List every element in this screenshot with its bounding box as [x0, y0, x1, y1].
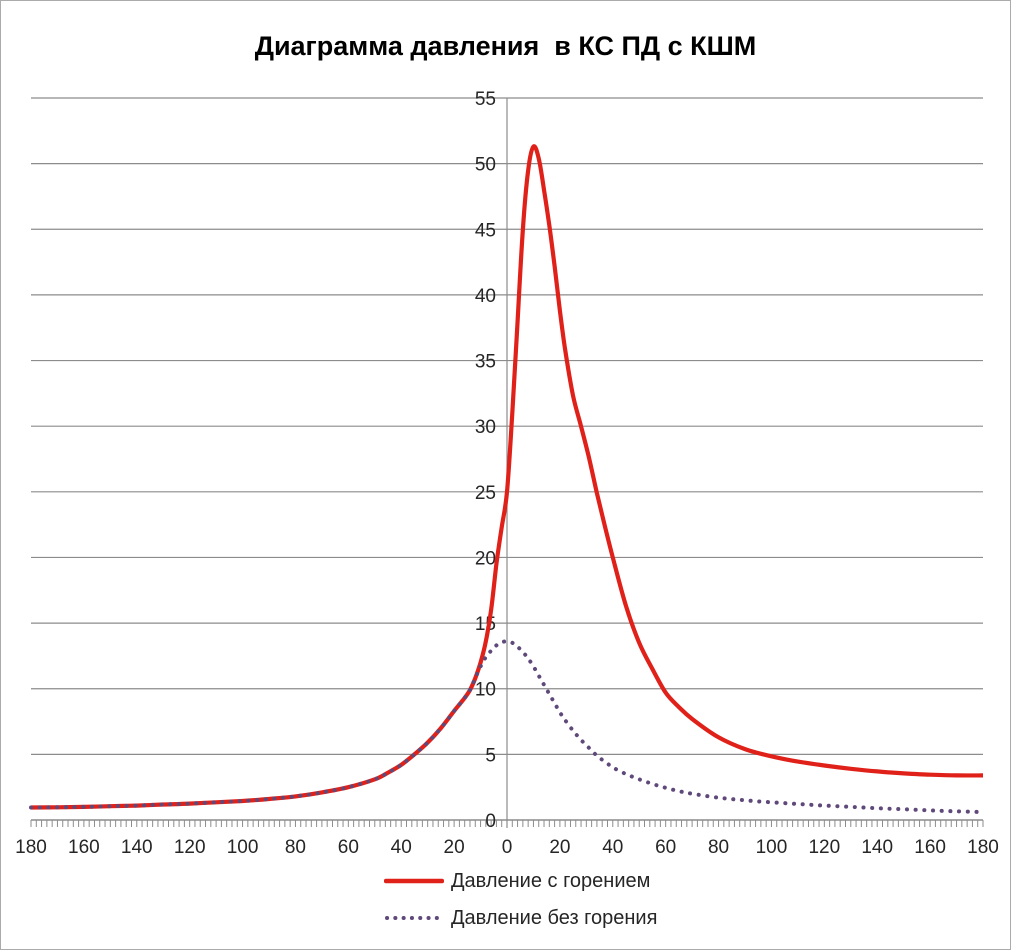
y-tick-label: 45 — [475, 220, 496, 241]
dotted-line-swatch-icon — [385, 916, 444, 920]
x-tick-label: 180 — [967, 837, 999, 858]
x-tick-label: 160 — [914, 837, 946, 858]
y-tick-label: 10 — [475, 680, 496, 701]
y-tick-label: 30 — [475, 417, 496, 438]
legend-item-pressure-with-combustion: Давление с горением — [384, 867, 657, 895]
solid-line-swatch-icon — [384, 878, 444, 884]
x-tick-label: 80 — [285, 837, 306, 858]
x-tick-label: 60 — [655, 837, 676, 858]
legend-label-with-combustion: Давление с горением — [451, 869, 651, 892]
x-tick-label: 140 — [121, 837, 153, 858]
x-tick-label: 100 — [227, 837, 259, 858]
x-tick-label: 80 — [708, 837, 729, 858]
legend-label-without-combustion: Давление без горения — [451, 906, 658, 929]
y-tick-label: 5 — [485, 745, 496, 766]
y-tick-label: 40 — [475, 286, 496, 307]
x-tick-label: 160 — [68, 837, 100, 858]
legend: Давление с горением Давление без горения — [384, 867, 657, 932]
x-tick-label: 140 — [861, 837, 893, 858]
x-tick-label: 100 — [756, 837, 788, 858]
x-tick-label: 120 — [808, 837, 840, 858]
y-tick-label: 55 — [475, 89, 496, 110]
y-tick-label: 50 — [475, 155, 496, 176]
y-tick-label: 35 — [475, 352, 496, 373]
y-tick-label: 20 — [475, 548, 496, 569]
x-tick-label: 20 — [549, 837, 570, 858]
x-tick-label: 40 — [391, 837, 412, 858]
chart-title: Диаграмма давления в КС ПД с КШМ — [254, 31, 757, 61]
x-tick-label: 120 — [174, 837, 206, 858]
y-tick-label: 15 — [475, 614, 496, 635]
x-tick-label: 0 — [502, 837, 513, 858]
x-tick-label: 60 — [338, 837, 359, 858]
x-tick-label: 40 — [602, 837, 623, 858]
series-line-pressure-with-combustion — [30, 144, 984, 810]
series-line-pressure-without-combustion — [29, 639, 985, 815]
y-tick-label: 0 — [485, 811, 496, 832]
x-tick-label: 20 — [444, 837, 465, 858]
x-tick-label: 180 — [15, 837, 47, 858]
y-tick-label: 25 — [475, 483, 496, 504]
legend-item-pressure-without-combustion: Давление без горения — [384, 904, 657, 932]
